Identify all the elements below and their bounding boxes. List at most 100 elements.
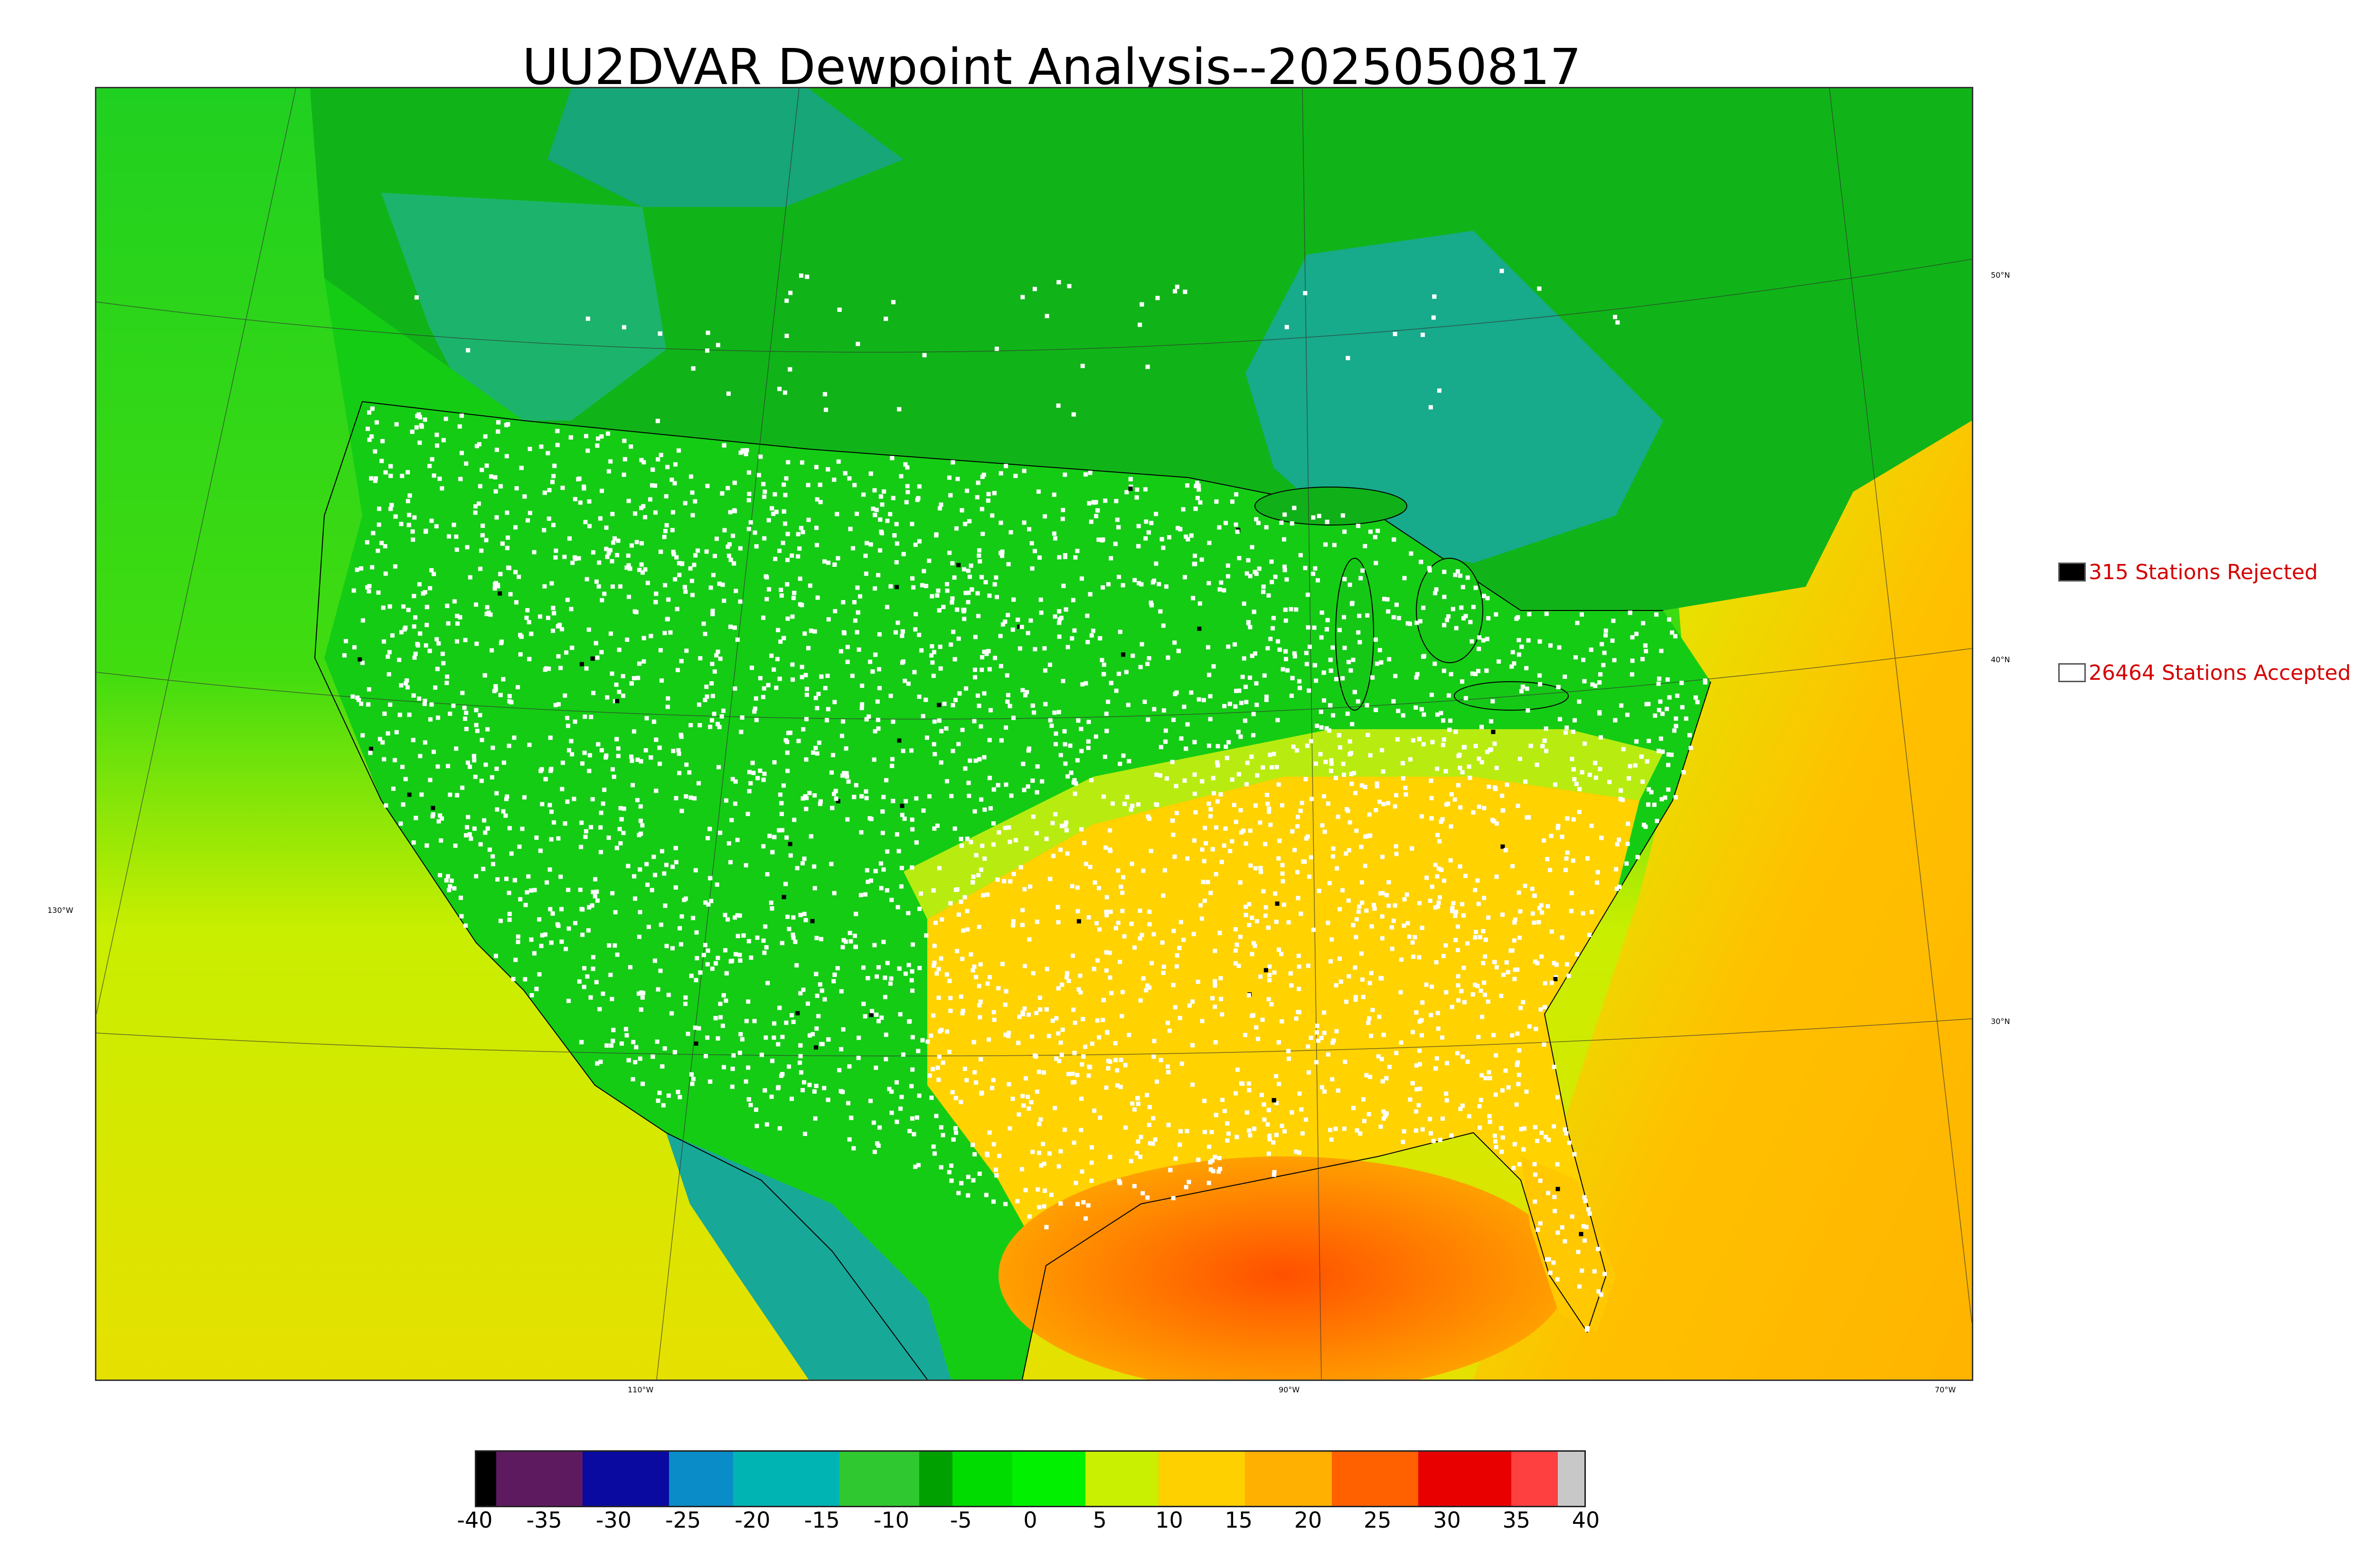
- accepted-station-marker: [496, 429, 500, 434]
- rejected-station-marker: [1491, 730, 1496, 734]
- accepted-station-marker: [909, 1084, 914, 1089]
- accepted-station-marker: [747, 491, 752, 496]
- accepted-station-marker: [805, 274, 810, 279]
- accepted-station-marker: [959, 1181, 964, 1185]
- accepted-station-marker: [595, 655, 600, 660]
- accepted-station-marker: [1488, 1076, 1492, 1080]
- accepted-station-marker: [961, 567, 966, 572]
- accepted-station-marker: [951, 460, 955, 465]
- accepted-station-marker: [1510, 1033, 1515, 1038]
- accepted-station-marker: [524, 615, 529, 620]
- accepted-station-marker: [1031, 971, 1036, 976]
- accepted-station-marker: [1596, 1289, 1601, 1294]
- accepted-station-marker: [785, 616, 790, 621]
- accepted-station-marker: [474, 874, 479, 879]
- accepted-station-marker: [1475, 984, 1480, 988]
- accepted-station-marker: [716, 649, 720, 654]
- accepted-station-marker: [473, 504, 478, 509]
- accepted-station-marker: [1052, 531, 1056, 536]
- accepted-station-marker: [1548, 1270, 1553, 1275]
- accepted-station-marker: [1202, 1099, 1207, 1103]
- accepted-station-marker: [959, 1099, 963, 1104]
- accepted-station-marker: [1008, 530, 1013, 535]
- accepted-station-marker: [1347, 820, 1352, 825]
- accepted-station-marker: [950, 596, 955, 601]
- accepted-station-marker: [664, 863, 669, 867]
- accepted-station-marker: [1555, 1277, 1560, 1282]
- accepted-station-marker: [1192, 838, 1196, 843]
- accepted-station-marker: [879, 1015, 884, 1020]
- accepted-station-marker: [399, 683, 404, 688]
- accepted-station-marker: [1354, 917, 1359, 922]
- accepted-station-marker: [1096, 537, 1101, 542]
- accepted-station-marker: [1351, 923, 1356, 928]
- accepted-station-marker: [1281, 537, 1286, 542]
- accepted-station-marker: [1505, 782, 1509, 787]
- accepted-station-marker: [1478, 1125, 1482, 1130]
- colorbar-segment: [1511, 1452, 1558, 1506]
- accepted-station-marker: [980, 474, 985, 479]
- accepted-station-marker: [944, 582, 949, 587]
- accepted-station-marker: [977, 553, 981, 558]
- accepted-station-marker: [1370, 1007, 1375, 1012]
- colorbar-tick-label: -15: [804, 1507, 840, 1533]
- accepted-station-marker: [1440, 1035, 1445, 1040]
- accepted-station-marker: [1214, 499, 1219, 504]
- accepted-station-marker: [799, 526, 803, 530]
- accepted-station-marker: [999, 520, 1003, 525]
- accepted-station-marker: [1656, 749, 1661, 753]
- accepted-station-marker: [466, 348, 471, 353]
- accepted-station-marker: [746, 1097, 751, 1102]
- accepted-station-marker: [949, 794, 954, 798]
- accepted-station-marker: [772, 835, 777, 839]
- accepted-station-marker: [1319, 709, 1323, 714]
- accepted-station-marker: [1391, 919, 1396, 923]
- accepted-station-marker: [653, 600, 658, 604]
- accepted-station-marker: [1270, 626, 1275, 630]
- accepted-station-marker: [432, 750, 436, 754]
- accepted-station-marker: [478, 566, 483, 571]
- accepted-station-marker: [942, 702, 947, 706]
- accepted-station-marker: [629, 543, 634, 548]
- accepted-station-marker: [1421, 605, 1426, 610]
- accepted-station-marker: [1563, 675, 1567, 679]
- accepted-station-marker: [1104, 1085, 1109, 1090]
- accepted-station-marker: [1448, 718, 1453, 723]
- accepted-station-marker: [417, 441, 422, 445]
- accepted-station-marker: [1144, 519, 1149, 524]
- accepted-station-marker: [523, 977, 528, 982]
- accepted-station-marker: [1669, 752, 1674, 757]
- accepted-station-marker: [1164, 584, 1169, 589]
- accepted-station-marker: [1342, 615, 1347, 620]
- accepted-station-marker: [1080, 1062, 1084, 1067]
- accepted-station-marker: [936, 588, 941, 593]
- accepted-station-marker: [936, 1078, 941, 1082]
- accepted-station-marker: [1580, 612, 1584, 617]
- accepted-station-marker: [1347, 974, 1351, 979]
- accepted-station-marker: [733, 686, 737, 691]
- accepted-station-marker: [387, 650, 392, 655]
- accepted-station-marker: [539, 444, 544, 449]
- accepted-station-marker: [1564, 868, 1568, 873]
- accepted-station-marker: [960, 957, 965, 961]
- accepted-station-marker: [698, 970, 703, 975]
- accepted-station-marker: [410, 429, 415, 434]
- accepted-station-marker: [1486, 999, 1490, 1004]
- map-panel[interactable]: [95, 87, 1973, 1381]
- accepted-station-marker: [937, 1054, 942, 1059]
- accepted-station-marker: [509, 700, 514, 704]
- accepted-station-marker: [527, 657, 532, 661]
- accepted-station-marker: [586, 627, 591, 632]
- accepted-station-marker: [802, 856, 807, 861]
- accepted-station-marker: [880, 809, 885, 814]
- accepted-station-marker: [539, 767, 544, 772]
- accepted-station-marker: [616, 538, 621, 543]
- accepted-station-marker: [1557, 717, 1562, 722]
- accepted-station-marker: [1076, 718, 1081, 723]
- colorbar-tick-label: -40: [457, 1507, 493, 1533]
- accepted-station-marker: [1239, 701, 1244, 705]
- accepted-station-marker: [1274, 1133, 1279, 1137]
- accepted-station-marker: [1435, 904, 1440, 909]
- accepted-station-marker: [1517, 1048, 1522, 1053]
- longitude-label-90w: 90°W: [1279, 1385, 1300, 1394]
